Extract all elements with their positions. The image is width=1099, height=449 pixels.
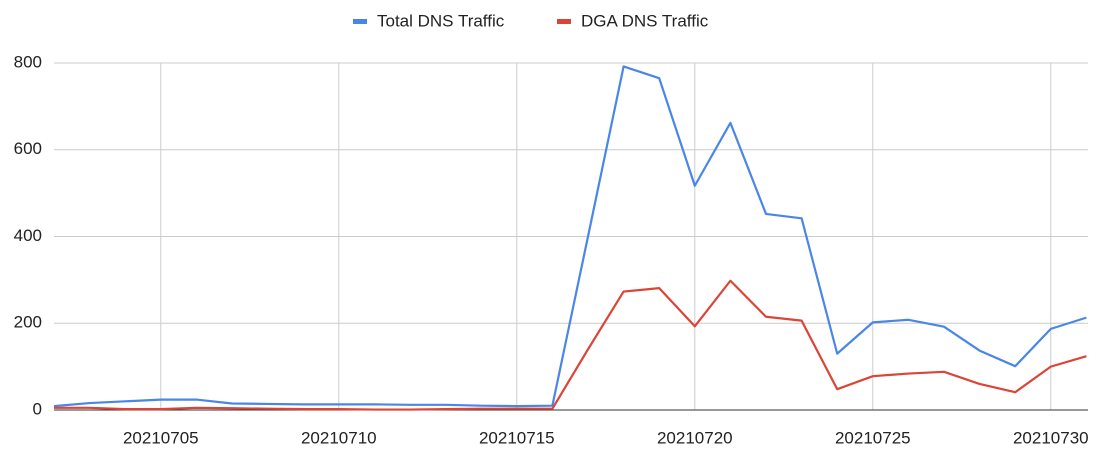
y-tick-label: 600: [14, 139, 42, 158]
x-tick-label: 20210725: [835, 428, 911, 444]
y-tick-label: 400: [14, 226, 42, 245]
y-tick-label: 800: [14, 52, 42, 71]
y-tick-label: 0: [33, 399, 42, 418]
line-series: [54, 279, 1087, 411]
x-tick-label: 20210715: [479, 428, 555, 444]
x-tick-label: 20210720: [657, 428, 733, 444]
x-tick-label: 20210710: [301, 428, 377, 444]
y-tick-label: 200: [14, 313, 42, 332]
legend-swatch: [353, 19, 367, 24]
line-series: [53, 65, 1087, 408]
legend-label: Total DNS Traffic: [377, 11, 505, 30]
x-tick-label: 20210705: [123, 428, 199, 444]
legend-label: DGA DNS Traffic: [581, 11, 709, 30]
x-tick-label: 20210730: [1013, 428, 1089, 444]
legend-swatch: [557, 19, 571, 24]
